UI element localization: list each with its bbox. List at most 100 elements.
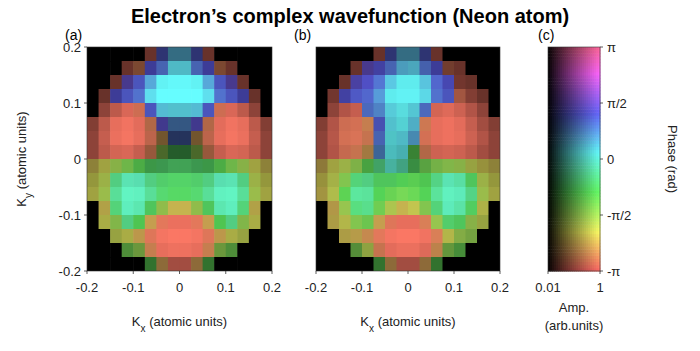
cell — [443, 229, 455, 244]
cell — [156, 89, 168, 104]
cell — [260, 243, 272, 258]
cell — [316, 229, 328, 244]
cell — [260, 201, 272, 216]
cell — [122, 117, 134, 132]
cell — [385, 229, 397, 244]
cell — [133, 131, 145, 146]
cell — [260, 103, 272, 118]
cell — [133, 257, 145, 271]
cell — [408, 75, 420, 90]
cell — [87, 89, 99, 104]
cell — [466, 257, 478, 271]
cell — [408, 243, 420, 258]
cell — [466, 61, 478, 76]
cell — [466, 173, 478, 188]
cell — [191, 159, 203, 174]
x-axis-label: Kx (atomic units) — [360, 314, 455, 334]
cell — [214, 215, 226, 230]
cell — [203, 145, 215, 160]
cell — [249, 103, 261, 118]
cell — [477, 229, 489, 244]
cell — [362, 47, 374, 62]
cell — [168, 215, 180, 230]
cell — [477, 89, 489, 104]
cell — [99, 229, 111, 244]
cell — [168, 47, 180, 62]
cell — [180, 243, 192, 258]
cell — [339, 47, 351, 62]
cell — [431, 75, 443, 90]
cell — [191, 187, 203, 202]
cell — [374, 131, 386, 146]
cell — [249, 89, 261, 104]
cell — [431, 229, 443, 244]
cell — [316, 215, 328, 230]
cell — [237, 215, 249, 230]
cell — [110, 145, 122, 160]
cell — [214, 145, 226, 160]
cell — [374, 243, 386, 258]
y-tick-label: 0.1 — [63, 96, 81, 111]
cell — [156, 173, 168, 188]
cell — [203, 131, 215, 146]
cell — [351, 243, 363, 258]
cell — [466, 47, 478, 62]
cell — [110, 201, 122, 216]
cell — [408, 61, 420, 76]
cell — [145, 131, 157, 146]
cell — [110, 89, 122, 104]
cell — [374, 257, 386, 271]
x-tick — [408, 271, 409, 274]
cell — [168, 131, 180, 146]
x-tick-label: 0.1 — [217, 280, 235, 295]
cell — [214, 75, 226, 90]
cell — [328, 47, 340, 62]
cell — [362, 145, 374, 160]
cell — [133, 215, 145, 230]
cell — [431, 145, 443, 160]
cell — [156, 187, 168, 202]
cell — [122, 75, 134, 90]
cell — [466, 229, 478, 244]
cell — [87, 201, 99, 216]
cell — [408, 173, 420, 188]
cell — [133, 243, 145, 258]
cell — [214, 173, 226, 188]
x-tick-label: -0.2 — [76, 280, 98, 295]
cell — [385, 89, 397, 104]
cell — [180, 187, 192, 202]
x-tick-label: 0.1 — [445, 280, 463, 295]
cell — [316, 257, 328, 271]
cell — [420, 173, 432, 188]
cell — [385, 61, 397, 76]
cell — [99, 131, 111, 146]
cell — [168, 61, 180, 76]
cell — [443, 103, 455, 118]
cell — [454, 103, 466, 118]
cell — [397, 229, 409, 244]
cell — [203, 187, 215, 202]
cell — [110, 103, 122, 118]
cell — [466, 117, 478, 132]
cell — [420, 89, 432, 104]
cells — [316, 47, 500, 271]
cell — [180, 103, 192, 118]
cell — [351, 201, 363, 216]
cell — [180, 159, 192, 174]
cell — [362, 173, 374, 188]
cell — [477, 257, 489, 271]
cell — [431, 47, 443, 62]
cell — [431, 117, 443, 132]
cell — [110, 243, 122, 258]
cell — [99, 201, 111, 216]
cell — [489, 145, 501, 160]
cell — [203, 117, 215, 132]
cell — [454, 61, 466, 76]
cell — [454, 229, 466, 244]
cell — [226, 145, 238, 160]
cell — [122, 257, 134, 271]
cell — [374, 103, 386, 118]
cell — [156, 61, 168, 76]
cell — [87, 187, 99, 202]
cell — [99, 173, 111, 188]
